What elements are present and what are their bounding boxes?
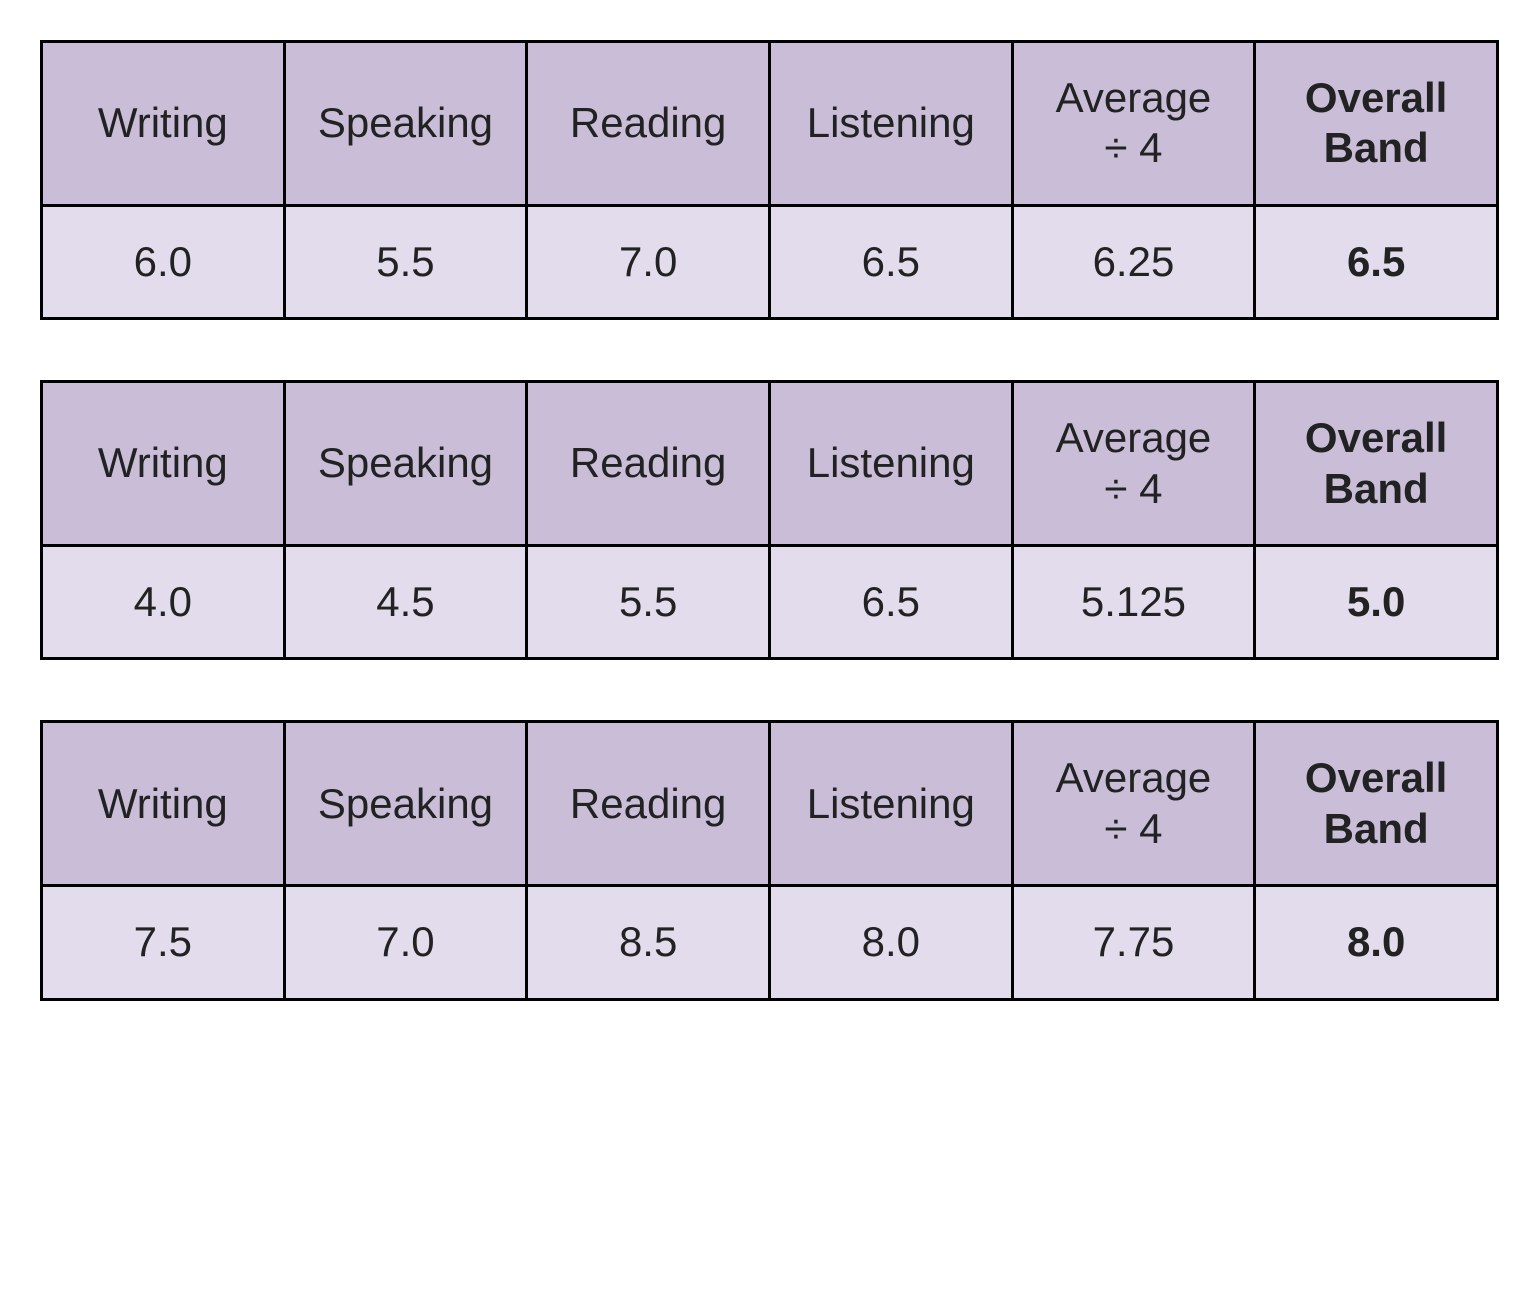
- table-header-row: Writing Speaking Reading Listening Avera…: [42, 722, 1498, 886]
- header-average-line1: Average: [1024, 413, 1244, 463]
- cell-overall-band: 8.0: [1255, 886, 1498, 999]
- cell-speaking: 7.0: [284, 886, 527, 999]
- header-overall-line2: Band: [1266, 804, 1486, 854]
- table-header-row: Writing Speaking Reading Listening Avera…: [42, 42, 1498, 206]
- cell-reading: 5.5: [527, 545, 770, 658]
- score-table-1: Writing Speaking Reading Listening Avera…: [40, 40, 1499, 320]
- header-reading: Reading: [527, 382, 770, 546]
- header-average-line1: Average: [1024, 753, 1244, 803]
- cell-average: 6.25: [1012, 205, 1255, 318]
- cell-average: 5.125: [1012, 545, 1255, 658]
- header-average-line2: ÷ 4: [1024, 804, 1244, 854]
- cell-average: 7.75: [1012, 886, 1255, 999]
- header-reading: Reading: [527, 722, 770, 886]
- header-writing: Writing: [42, 382, 285, 546]
- header-writing: Writing: [42, 42, 285, 206]
- header-overall-line1: Overall: [1266, 753, 1486, 803]
- header-overall-band: Overall Band: [1255, 722, 1498, 886]
- cell-writing: 4.0: [42, 545, 285, 658]
- cell-listening: 6.5: [769, 545, 1012, 658]
- cell-listening: 8.0: [769, 886, 1012, 999]
- table-row: 7.5 7.0 8.5 8.0 7.75 8.0: [42, 886, 1498, 999]
- header-overall-band: Overall Band: [1255, 382, 1498, 546]
- header-overall-line2: Band: [1266, 464, 1486, 514]
- header-speaking: Speaking: [284, 722, 527, 886]
- header-speaking: Speaking: [284, 382, 527, 546]
- header-average: Average ÷ 4: [1012, 42, 1255, 206]
- header-overall-line2: Band: [1266, 123, 1486, 173]
- header-overall-line1: Overall: [1266, 73, 1486, 123]
- header-average-line2: ÷ 4: [1024, 123, 1244, 173]
- header-listening: Listening: [769, 382, 1012, 546]
- header-listening: Listening: [769, 42, 1012, 206]
- header-speaking: Speaking: [284, 42, 527, 206]
- cell-speaking: 5.5: [284, 205, 527, 318]
- header-average-line1: Average: [1024, 73, 1244, 123]
- table-row: 6.0 5.5 7.0 6.5 6.25 6.5: [42, 205, 1498, 318]
- cell-speaking: 4.5: [284, 545, 527, 658]
- cell-writing: 7.5: [42, 886, 285, 999]
- score-table-2: Writing Speaking Reading Listening Avera…: [40, 380, 1499, 660]
- cell-reading: 7.0: [527, 205, 770, 318]
- score-table-3: Writing Speaking Reading Listening Avera…: [40, 720, 1499, 1000]
- cell-reading: 8.5: [527, 886, 770, 999]
- header-listening: Listening: [769, 722, 1012, 886]
- header-average: Average ÷ 4: [1012, 722, 1255, 886]
- cell-listening: 6.5: [769, 205, 1012, 318]
- tables-container: Writing Speaking Reading Listening Avera…: [40, 40, 1499, 1001]
- table-header-row: Writing Speaking Reading Listening Avera…: [42, 382, 1498, 546]
- header-writing: Writing: [42, 722, 285, 886]
- header-average-line2: ÷ 4: [1024, 464, 1244, 514]
- header-reading: Reading: [527, 42, 770, 206]
- table-row: 4.0 4.5 5.5 6.5 5.125 5.0: [42, 545, 1498, 658]
- cell-writing: 6.0: [42, 205, 285, 318]
- cell-overall-band: 6.5: [1255, 205, 1498, 318]
- header-overall-band: Overall Band: [1255, 42, 1498, 206]
- header-average: Average ÷ 4: [1012, 382, 1255, 546]
- header-overall-line1: Overall: [1266, 413, 1486, 463]
- cell-overall-band: 5.0: [1255, 545, 1498, 658]
